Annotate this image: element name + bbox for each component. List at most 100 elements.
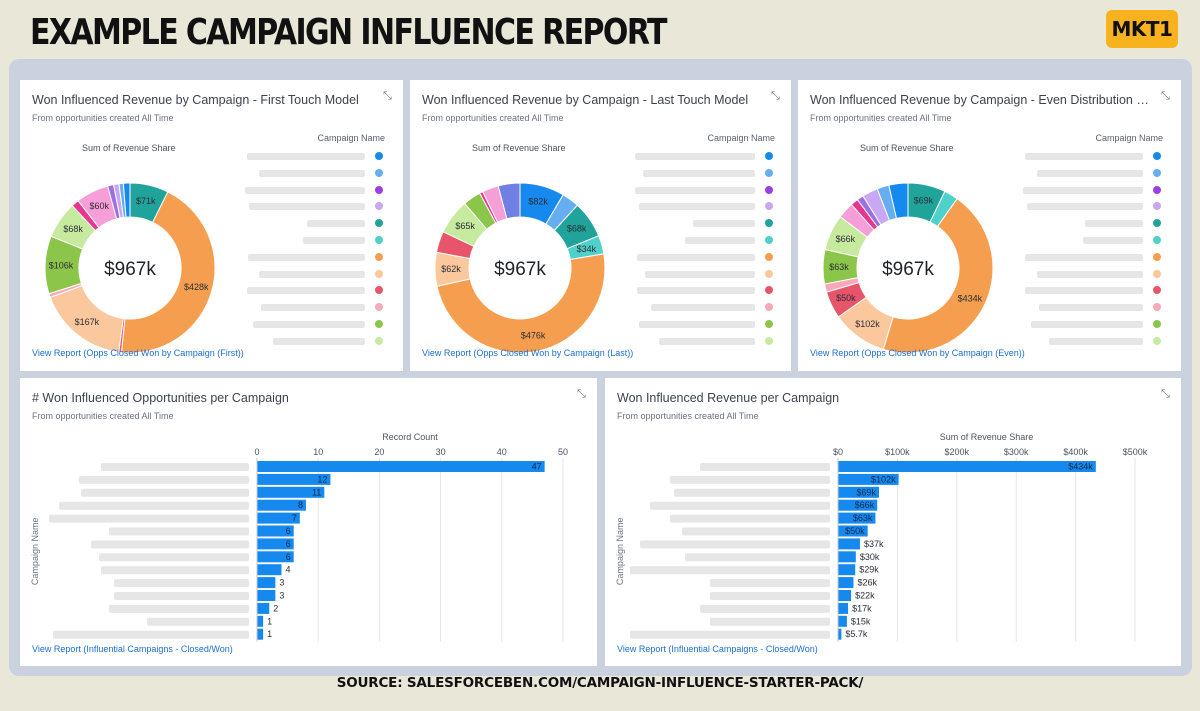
legend-item[interactable] <box>798 335 1181 347</box>
slice-label: $69k <box>914 196 934 206</box>
legend-item[interactable] <box>798 301 1181 313</box>
page-title: EXAMPLE CAMPAIGN INFLUENCE REPORT <box>30 12 667 54</box>
bar <box>838 473 899 485</box>
expand-arrows-icon[interactable]: ⤡ <box>383 90 392 102</box>
category-label-redacted <box>79 475 249 484</box>
expand-arrows-icon[interactable]: ⤡ <box>771 90 780 102</box>
bar <box>838 615 847 627</box>
bar-data-label: $15k <box>851 616 871 626</box>
x-tick-label: 20 <box>374 447 384 457</box>
legend-item[interactable] <box>20 234 403 246</box>
category-label-redacted <box>114 579 249 588</box>
bar <box>257 486 325 498</box>
bar <box>838 590 852 601</box>
legend-item[interactable] <box>20 251 403 263</box>
legend-item[interactable] <box>20 167 403 179</box>
legend-item[interactable] <box>20 284 403 296</box>
legend-swatch <box>1153 286 1161 295</box>
legend-item[interactable] <box>410 217 791 229</box>
x-axis-title: Sum of Revenue Share <box>940 432 1034 442</box>
legend-item[interactable] <box>20 335 403 347</box>
bar <box>257 473 331 485</box>
legend-swatch <box>765 336 773 345</box>
legend-label-redacted <box>261 304 365 312</box>
legend-item[interactable] <box>410 200 791 212</box>
bar <box>838 538 860 550</box>
legend-item[interactable] <box>798 184 1181 196</box>
legend-swatch <box>375 269 383 278</box>
bar <box>838 602 849 614</box>
legend-item[interactable] <box>798 150 1181 162</box>
view-report-link[interactable]: View Report (Opps Closed Won by Campaign… <box>810 348 1025 358</box>
view-report-link[interactable]: View Report (Opps Closed Won by Campaign… <box>32 348 244 358</box>
x-tick-label: 0 <box>254 447 259 457</box>
legend-item[interactable] <box>410 318 791 330</box>
donut-slice <box>120 191 216 354</box>
legend-swatch <box>375 152 383 160</box>
legend-label-redacted <box>253 321 365 328</box>
legend-header: Campaign Name <box>1095 133 1163 143</box>
legend-label-redacted <box>259 270 365 278</box>
legend-swatch <box>1153 303 1161 312</box>
view-report-link[interactable]: View Report (Influential Campaigns - Clo… <box>32 644 233 654</box>
legend-item[interactable] <box>798 318 1181 330</box>
bar-data-label: $22k <box>855 591 875 601</box>
expand-arrows-icon[interactable]: ⤡ <box>1161 90 1170 102</box>
donut-slice <box>888 182 909 219</box>
legend-item[interactable] <box>20 217 403 229</box>
expand-arrows-icon[interactable]: ⤡ <box>1161 388 1170 400</box>
legend-item[interactable] <box>410 301 791 313</box>
legend-label-redacted <box>1039 304 1143 312</box>
bar <box>838 486 879 498</box>
legend-item[interactable] <box>410 335 791 347</box>
bar-panel-opportunities: # Won Influenced Opportunities per Campa… <box>20 378 597 666</box>
legend-item[interactable] <box>410 251 791 263</box>
legend-item[interactable] <box>20 301 403 313</box>
view-report-link[interactable]: View Report (Influential Campaigns - Clo… <box>617 644 818 654</box>
dashboard: Won Influenced Revenue by Campaign - Fir… <box>9 59 1192 676</box>
legend-item[interactable] <box>798 251 1181 263</box>
bar <box>838 551 856 563</box>
legend-item[interactable] <box>798 167 1181 179</box>
legend-item[interactable] <box>798 284 1181 296</box>
bar-data-label: 2 <box>273 603 278 613</box>
legend-item[interactable] <box>410 184 791 196</box>
legend-item[interactable] <box>410 150 791 162</box>
legend-label-redacted <box>247 153 365 160</box>
legend-swatch <box>375 185 383 194</box>
donut-slice <box>122 182 131 218</box>
donut-slice <box>497 182 521 220</box>
legend-label-redacted <box>637 287 755 295</box>
bar <box>838 564 856 576</box>
legend-item[interactable] <box>798 217 1181 229</box>
legend-item[interactable] <box>410 234 791 246</box>
category-label-redacted <box>710 617 830 626</box>
bar <box>257 577 276 589</box>
page-header: EXAMPLE CAMPAIGN INFLUENCE REPORT MKT1 <box>0 0 1200 60</box>
donut-total: $967k <box>494 259 546 280</box>
legend-swatch <box>375 219 383 228</box>
legend-item[interactable] <box>798 234 1181 246</box>
legend-item[interactable] <box>410 167 791 179</box>
expand-arrows-icon[interactable]: ⤡ <box>577 388 586 400</box>
slice-label: $71k <box>136 196 156 206</box>
legend-item[interactable] <box>20 150 403 162</box>
bar <box>257 551 294 563</box>
bar-data-label: $434k <box>1068 462 1093 472</box>
legend-item[interactable] <box>20 200 403 212</box>
legend-item[interactable] <box>798 200 1181 212</box>
x-tick-label: $300k <box>1004 447 1029 457</box>
legend-item[interactable] <box>20 318 403 330</box>
legend-item[interactable] <box>410 268 791 280</box>
legend-swatch <box>765 152 773 160</box>
bar <box>838 512 876 524</box>
legend-label-redacted <box>1037 169 1143 177</box>
legend-item[interactable] <box>798 268 1181 280</box>
slice-label: $82k <box>528 196 548 206</box>
bar <box>257 525 294 537</box>
legend-item[interactable] <box>410 284 791 296</box>
view-report-link[interactable]: View Report (Opps Closed Won by Campaign… <box>422 348 634 358</box>
slice-label: $65k <box>455 221 475 231</box>
legend-item[interactable] <box>20 184 403 196</box>
legend-item[interactable] <box>20 268 403 280</box>
